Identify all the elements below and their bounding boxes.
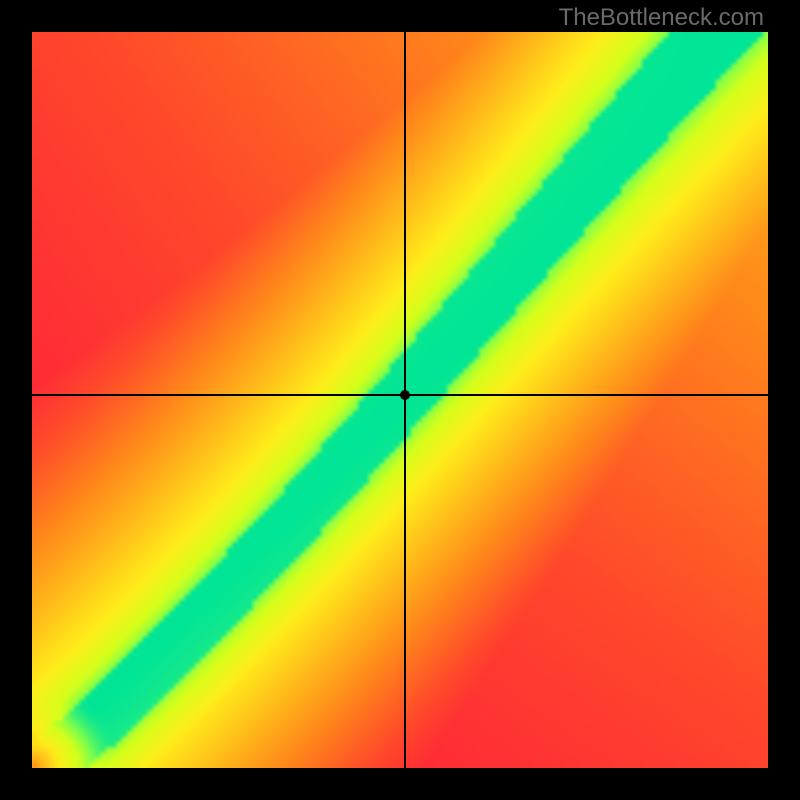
crosshair-vertical — [404, 32, 405, 768]
crosshair-dot — [400, 390, 410, 400]
heatmap-plot — [32, 32, 768, 768]
watermark-text: TheBottleneck.com — [559, 4, 764, 32]
heatmap-canvas — [32, 32, 768, 768]
